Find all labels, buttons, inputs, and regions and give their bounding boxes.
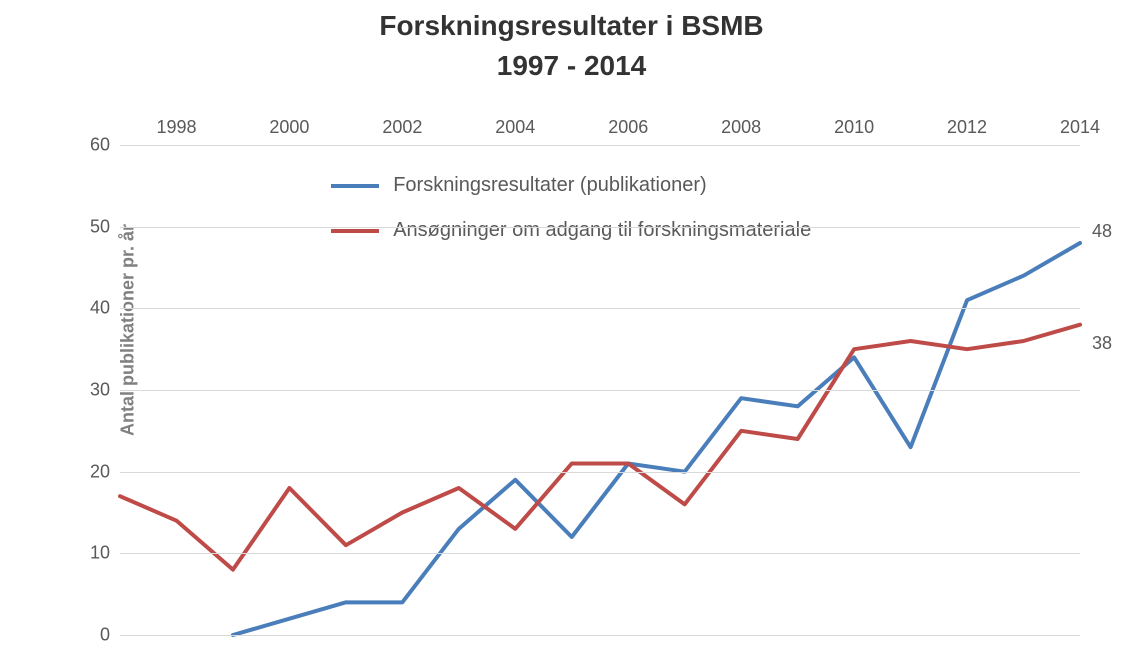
gridline	[120, 472, 1080, 473]
chart-title-line2: 1997 - 2014	[0, 50, 1143, 82]
legend-label: Ansøgninger om adgang til forskningsmate…	[393, 219, 811, 242]
y-tick-label: 60	[90, 135, 120, 156]
legend-swatch	[331, 229, 379, 233]
y-tick-label: 40	[90, 298, 120, 319]
legend: Forskningsresultater (publikationer) Ansø…	[331, 174, 811, 264]
x-tick-label: 2012	[947, 117, 987, 138]
legend-item: Forskningsresultater (publikationer)	[331, 174, 811, 197]
chart-container: Forskningsresultater i BSMB 1997 - 2014 …	[0, 0, 1143, 660]
gridline	[120, 635, 1080, 636]
y-tick-label: 30	[90, 380, 120, 401]
y-tick-label: 10	[90, 543, 120, 564]
legend-item: Ansøgninger om adgang til forskningsmate…	[331, 219, 811, 242]
x-tick-label: 2010	[834, 117, 874, 138]
legend-label: Forskningsresultater (publikationer)	[393, 174, 706, 197]
y-tick-label: 50	[90, 216, 120, 237]
plot-area: Forskningsresultater (publikationer) Ansø…	[120, 145, 1080, 635]
x-tick-label: 2014	[1060, 117, 1100, 138]
x-tick-label: 2002	[382, 117, 422, 138]
legend-swatch	[331, 184, 379, 188]
y-tick-label: 20	[90, 461, 120, 482]
x-tick-label: 2004	[495, 117, 535, 138]
gridline	[120, 145, 1080, 146]
series-end-label: 38	[1092, 333, 1112, 354]
series-end-label: 48	[1092, 221, 1112, 242]
gridline	[120, 390, 1080, 391]
x-tick-label: 2000	[269, 117, 309, 138]
x-tick-label: 2006	[608, 117, 648, 138]
x-tick-label: 1998	[156, 117, 196, 138]
gridline	[120, 308, 1080, 309]
x-tick-label: 2008	[721, 117, 761, 138]
series-line	[233, 243, 1080, 635]
gridline	[120, 227, 1080, 228]
gridline	[120, 553, 1080, 554]
series-line	[120, 325, 1080, 570]
chart-title-line1: Forskningsresultater i BSMB	[0, 10, 1143, 42]
y-tick-label: 0	[100, 625, 120, 646]
